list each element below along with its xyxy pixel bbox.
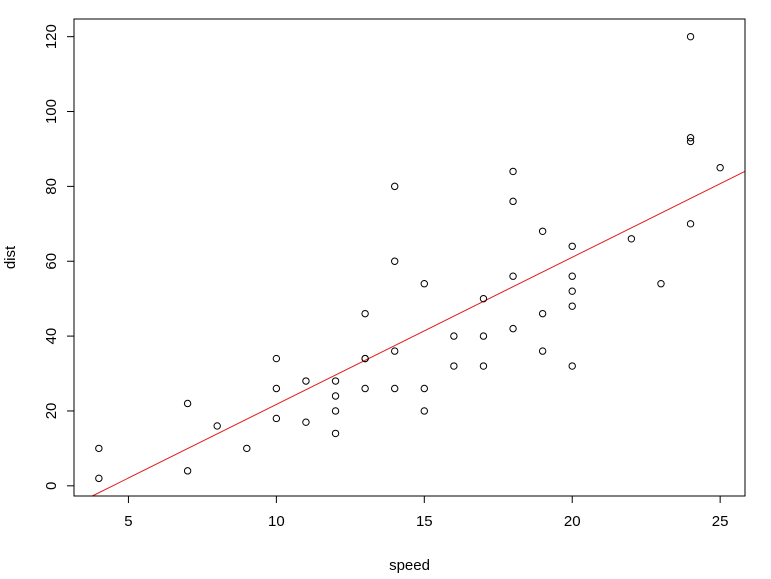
data-point xyxy=(686,220,695,228)
data-point xyxy=(568,362,576,370)
data-point xyxy=(243,444,251,453)
y-axis: 0 20 40 60 80 100 120 xyxy=(43,24,75,490)
data-point xyxy=(361,354,369,363)
y-tick-label: 120 xyxy=(43,24,60,49)
data-point xyxy=(183,467,192,475)
data-point xyxy=(331,429,340,438)
data-point xyxy=(479,294,488,303)
fit-line-layer xyxy=(92,170,746,497)
data-point xyxy=(272,384,281,393)
data-point xyxy=(420,280,428,288)
data-point xyxy=(686,137,695,146)
data-point xyxy=(450,332,458,340)
data-point xyxy=(509,197,517,206)
x-axis-title: speed xyxy=(389,557,430,574)
x-tick-label: 5 xyxy=(124,513,132,530)
data-point xyxy=(420,407,428,415)
data-point xyxy=(538,227,547,235)
data-point xyxy=(331,392,340,400)
y-tick-label: 100 xyxy=(43,99,60,124)
y-axis-title: dist xyxy=(2,245,19,269)
data-point xyxy=(450,362,458,370)
data-point xyxy=(183,399,192,408)
data-point xyxy=(95,474,103,483)
y-tick-label: 20 xyxy=(43,403,60,420)
y-tick-label: 40 xyxy=(43,328,60,345)
data-point xyxy=(361,384,369,393)
data-point xyxy=(509,167,517,176)
x-tick-label: 10 xyxy=(268,513,285,530)
data-point xyxy=(686,134,695,142)
data-point xyxy=(568,242,576,250)
data-point xyxy=(302,377,310,385)
data-point xyxy=(272,414,281,423)
data-point xyxy=(331,407,340,415)
data-point xyxy=(479,332,488,340)
data-point xyxy=(302,418,310,426)
x-tick-label: 20 xyxy=(564,513,581,530)
y-tick-label: 60 xyxy=(43,253,60,270)
data-point xyxy=(686,32,695,41)
data-point xyxy=(509,324,517,333)
y-tick-label: 80 xyxy=(43,178,60,195)
data-point xyxy=(420,384,428,393)
data-point xyxy=(391,347,399,355)
data-point xyxy=(95,444,103,453)
data-point xyxy=(509,272,517,280)
data-point xyxy=(213,422,221,430)
x-tick-label: 25 xyxy=(712,513,729,530)
data-point xyxy=(627,235,636,243)
x-tick-label: 15 xyxy=(416,513,433,530)
data-point xyxy=(657,280,665,288)
data-point xyxy=(538,309,547,318)
x-axis: 5 10 15 20 25 xyxy=(124,495,729,530)
regression-line xyxy=(92,170,746,497)
data-point xyxy=(568,287,576,295)
data-point xyxy=(538,347,547,355)
data-point xyxy=(568,302,576,310)
data-point xyxy=(391,384,399,393)
data-point xyxy=(391,257,399,265)
y-tick-label: 0 xyxy=(43,482,60,490)
data-point xyxy=(716,163,724,172)
data-point xyxy=(331,377,340,385)
data-point xyxy=(391,182,399,191)
data-point xyxy=(479,362,488,370)
data-point xyxy=(361,309,369,318)
points-layer xyxy=(95,32,724,483)
data-point xyxy=(568,272,576,280)
plot-frame xyxy=(73,18,746,497)
data-point xyxy=(272,354,281,363)
